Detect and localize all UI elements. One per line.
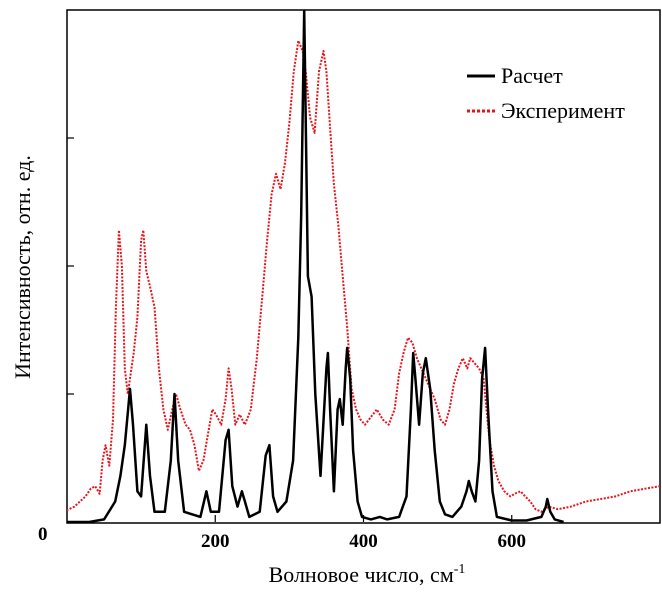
series-line-calc bbox=[67, 10, 564, 523]
x-ticks: 200 400 600 bbox=[201, 515, 526, 552]
x-axis-label: Волновое число, см-1 bbox=[269, 562, 466, 587]
x-tick-label-600: 600 bbox=[498, 531, 527, 552]
x-axis-label-superscript: -1 bbox=[454, 562, 466, 577]
y-ticks bbox=[67, 137, 74, 395]
series-layer bbox=[67, 10, 660, 523]
x-axis-label-text: Волновое число, см bbox=[269, 562, 454, 587]
legend-label-exp: Эксперимент bbox=[501, 98, 625, 123]
plot-frame bbox=[66, 9, 661, 524]
origin-tick-label: 0 bbox=[38, 524, 48, 545]
x-tick-label-400: 400 bbox=[349, 531, 378, 552]
legend-label-calc: Расчет bbox=[501, 63, 563, 88]
x-tick-label-200: 200 bbox=[201, 531, 230, 552]
legend: Расчет Эксперимент bbox=[467, 63, 625, 123]
y-axis-label: Интенсивность, отн. ед. bbox=[10, 155, 35, 379]
series-line-exp bbox=[67, 39, 660, 513]
